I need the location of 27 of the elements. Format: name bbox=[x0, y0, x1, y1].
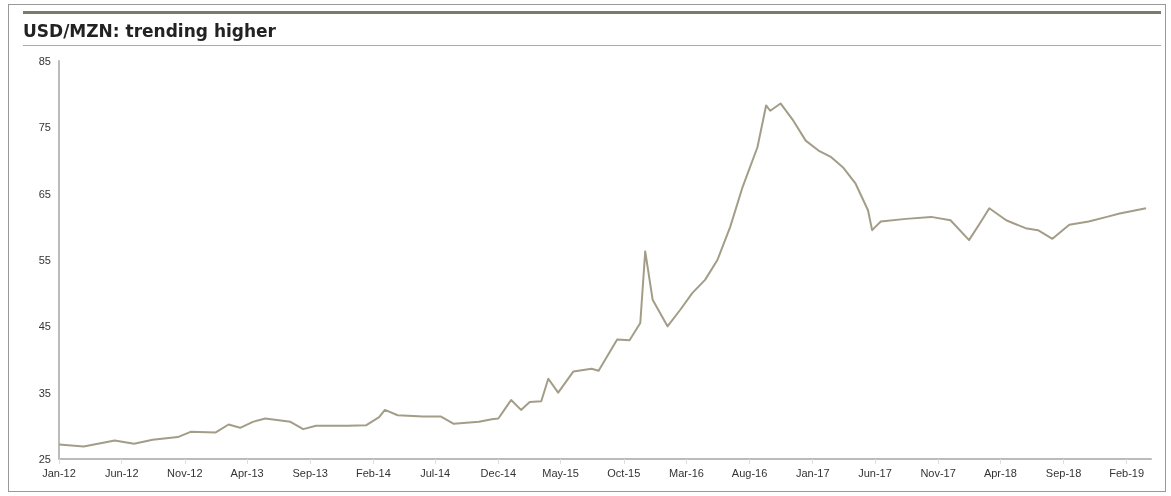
x-tick-label: Feb-19 bbox=[1109, 466, 1145, 479]
x-tick-label: Mar-16 bbox=[669, 466, 704, 479]
y-tick-label: 35 bbox=[38, 386, 51, 399]
x-tick-label: Aug-16 bbox=[731, 466, 768, 479]
chart-title: USD/MZN: trending higher bbox=[23, 21, 276, 41]
x-tick-label: Feb-14 bbox=[355, 466, 391, 479]
y-tick-label: 65 bbox=[38, 187, 51, 200]
x-tick-label: Jul-14 bbox=[420, 466, 451, 479]
y-tick-label: 75 bbox=[38, 121, 51, 134]
x-tick-label: Jan-17 bbox=[795, 466, 830, 479]
x-tick-label: Sep-18 bbox=[1045, 466, 1082, 479]
y-tick-label: 25 bbox=[38, 453, 51, 465]
x-tick-label: Nov-12 bbox=[167, 466, 203, 479]
x-tick-label: Jan-12 bbox=[42, 466, 76, 479]
x-tick-label: Nov-17 bbox=[920, 466, 956, 479]
x-tick-label: Sep-13 bbox=[292, 466, 328, 479]
x-tick-label: May-15 bbox=[542, 466, 579, 479]
x-tick-label: Apr-18 bbox=[983, 466, 1017, 479]
y-tick-label: 45 bbox=[38, 320, 51, 333]
x-tick-label: Apr-13 bbox=[230, 466, 264, 479]
x-tick-label: Jun-17 bbox=[858, 466, 892, 479]
y-tick-label: 85 bbox=[38, 55, 51, 67]
x-tick-label: Dec-14 bbox=[480, 466, 517, 479]
x-tick-label: Jun-12 bbox=[104, 466, 139, 479]
line-series bbox=[58, 102, 1148, 448]
y-tick-label: 55 bbox=[38, 254, 51, 266]
x-tick-label: Oct-15 bbox=[607, 466, 641, 479]
